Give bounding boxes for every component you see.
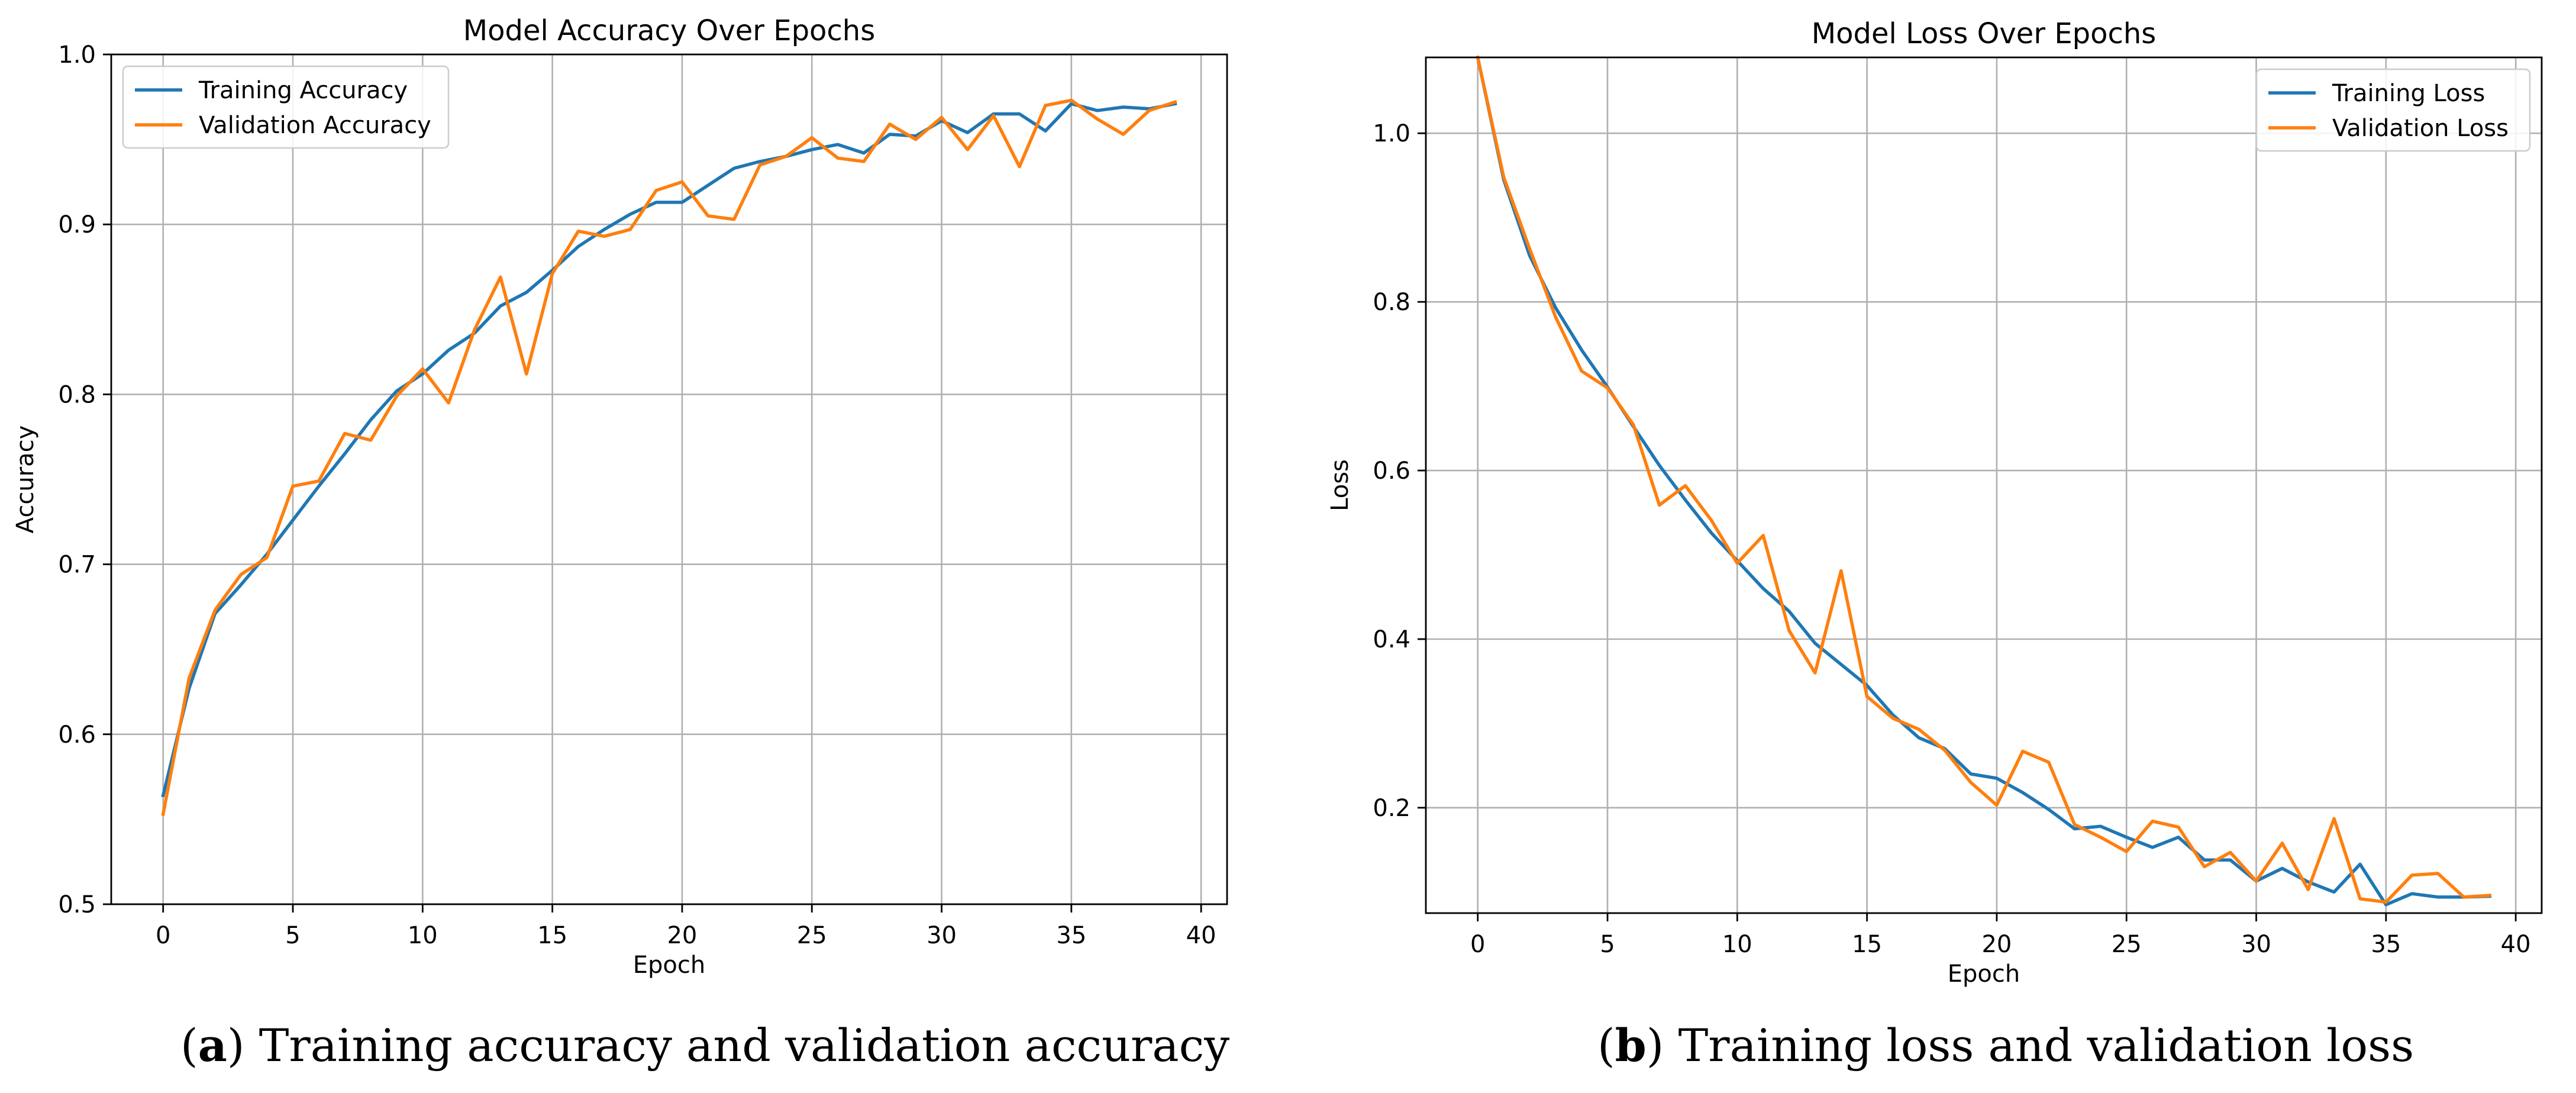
legend-label-training: Training Loss [2332, 80, 2485, 107]
x-tick-label: 40 [1186, 922, 1216, 949]
y-tick-label: 0.7 [58, 552, 96, 579]
y-tick-label: 0.8 [1373, 289, 1410, 316]
chart-title: Model Loss Over Epochs [1812, 17, 2157, 50]
x-tick-label: 30 [2241, 931, 2271, 958]
y-tick-label: 0.8 [58, 381, 96, 408]
x-tick-label: 10 [1722, 931, 1752, 958]
y-tick-label: 1.0 [58, 41, 96, 69]
x-tick-label: 35 [2371, 931, 2401, 958]
x-tick-label: 10 [408, 922, 438, 949]
x-tick-label: 0 [1470, 931, 1485, 958]
x-tick-label: 25 [2112, 931, 2142, 958]
y-tick-label: 0.2 [1373, 795, 1410, 822]
x-tick-label: 15 [537, 922, 567, 949]
chart-loss: 0 5 10 15 20 25 30 35 40 0.2 0.4 0.6 0.8 1.0 Model Los… [1326, 17, 2543, 988]
axes-frame [1425, 56, 2543, 914]
x-tick-label: 5 [285, 922, 300, 949]
y-axis-label: Loss [1326, 459, 1354, 511]
x-tick-label: 35 [1056, 922, 1086, 949]
x-tick-label: 30 [927, 922, 957, 949]
axes-frame [110, 53, 1228, 905]
series-line-validation [161, 98, 1177, 817]
x-tick-label: 20 [1981, 931, 2012, 958]
caption-a: (a) Training accuracy and validation acc… [180, 1019, 1230, 1072]
y-tick-label: 0.4 [1373, 626, 1410, 653]
x-tick-label: 0 [156, 922, 170, 949]
series-line-training [1476, 55, 2492, 907]
x-tick-label: 5 [1600, 931, 1615, 958]
y-tick-label: 1.0 [1373, 120, 1410, 147]
chart-accuracy: 0 5 10 15 20 25 30 35 40 0.5 0.6 0.7 0.8 0.9 1.0 Model … [12, 14, 1228, 979]
legend-box [122, 65, 450, 149]
x-tick-label: 25 [797, 922, 827, 949]
caption-b: (b) Training loss and validation loss [1597, 1019, 2414, 1072]
x-tick-label: 40 [2501, 931, 2531, 958]
x-tick-label: 15 [1852, 931, 1882, 958]
y-axis-label: Accuracy [12, 425, 39, 534]
x-axis-label: Epoch [1948, 960, 2020, 988]
x-axis-label: Epoch [633, 952, 705, 979]
legend-box [2255, 68, 2531, 152]
x-tick-label: 20 [667, 922, 697, 949]
series-line-training [161, 102, 1177, 798]
legend-label-training: Training Accuracy [198, 77, 408, 104]
legend: Training Loss Validation Loss [2255, 68, 2531, 152]
legend-label-validation: Validation Loss [2332, 115, 2509, 142]
chart-title: Model Accuracy Over Epochs [463, 14, 875, 47]
legend-label-validation: Validation Accuracy [199, 112, 431, 139]
y-tick-label: 0.6 [58, 721, 96, 749]
y-tick-label: 0.6 [1373, 457, 1410, 485]
y-tick-label: 0.9 [58, 211, 96, 238]
legend: Training Accuracy Validation Accuracy [122, 65, 450, 149]
series-line-validation [1476, 55, 2492, 904]
y-tick-label: 0.5 [58, 891, 96, 918]
